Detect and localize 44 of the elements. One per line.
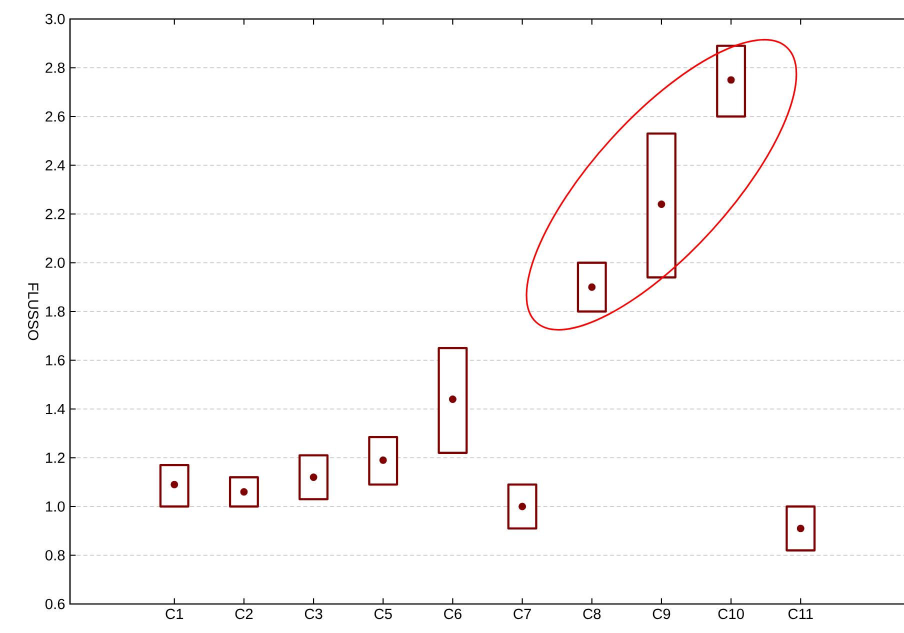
point (448, 396, 456, 403)
x-tick-label: C8 (583, 608, 601, 620)
point (170, 480, 178, 488)
x-tick-label: C5 (374, 608, 392, 620)
y-tick-label: 1.0 (46, 501, 65, 512)
y-tick-label: 2.2 (46, 208, 65, 220)
point (658, 200, 666, 208)
y-tick-label: 1.4 (46, 404, 65, 414)
bar (716, 44, 746, 118)
point (518, 502, 526, 510)
x-tick-label: C3 (304, 608, 322, 620)
point (310, 474, 318, 481)
x-tick-label: C6 (444, 608, 462, 620)
bar (368, 436, 398, 486)
y-tick-label: 3.0 (45, 14, 65, 24)
y-tick-label: 0.6 (45, 598, 65, 610)
bar (159, 464, 190, 508)
y-tick-label: 0.8 (45, 550, 65, 560)
bar (786, 505, 816, 552)
point (588, 283, 596, 291)
bar (298, 454, 329, 500)
x-tick-label: C11 (788, 608, 813, 620)
x-tick-label: C7 (514, 608, 531, 620)
bar (576, 262, 607, 313)
x-tick-label: C9 (652, 608, 670, 620)
bar (438, 346, 468, 454)
y-tick-label: 2.6 (46, 111, 65, 122)
point (727, 76, 735, 84)
x-tick-label: C1 (166, 608, 184, 620)
x-tick-label: C2 (235, 608, 253, 620)
bar (228, 476, 259, 508)
y-axis-title: FLUSSO (28, 283, 38, 340)
point (379, 456, 387, 464)
y-tick-label: 2.0 (46, 258, 65, 268)
bar (507, 483, 538, 530)
x-tick-label: C10 (718, 608, 744, 620)
y-tick-label: 1.2 (46, 452, 65, 463)
bar (646, 132, 676, 278)
point (796, 524, 804, 532)
y-tick-label: 1.6 (46, 355, 65, 366)
y-tick-label: 2.4 (46, 160, 65, 170)
y-tick-label: 2.8 (46, 62, 65, 73)
y-tick-label: 1.8 (46, 306, 65, 317)
point (240, 488, 248, 496)
